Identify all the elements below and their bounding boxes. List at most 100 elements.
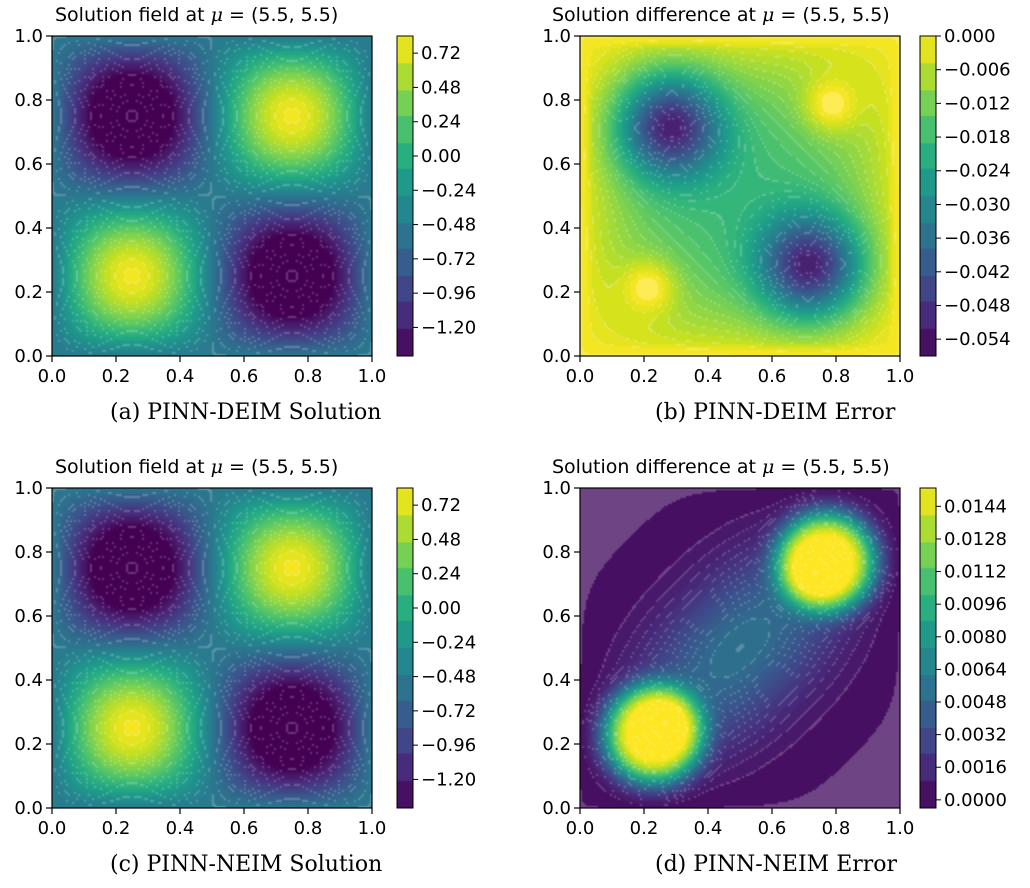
colorbar-tick-label: −0.24	[421, 180, 476, 201]
colorbar-tick-label: −0.48	[421, 667, 476, 688]
x-tick-label: 0.4	[694, 818, 723, 839]
x-tick-label: 0.0	[566, 818, 595, 839]
y-tick-label: 0.4	[14, 670, 43, 691]
y-tick-label: 0.2	[14, 282, 43, 303]
colorbar-tick-label: −0.96	[421, 283, 476, 304]
colorbar-tick-label: 0.48	[421, 77, 461, 98]
x-tick-label: 0.4	[166, 366, 195, 387]
colorbar-tick-label: 0.72	[421, 43, 461, 64]
x-tick-label: 0.0	[38, 366, 67, 387]
colorbar	[920, 488, 936, 808]
colorbar-tick-label: 0.0032	[944, 725, 1007, 746]
x-tick-label: 0.0	[38, 818, 67, 839]
y-tick-label: 0.2	[542, 282, 571, 303]
colorbar-tick-label: −0.018	[944, 127, 1011, 148]
colorbar-tick-label: −1.20	[421, 317, 476, 338]
y-tick-label: 0.2	[542, 734, 571, 755]
x-tick-label: 0.8	[822, 366, 851, 387]
colorbar-tick-label: −0.036	[944, 228, 1011, 249]
colorbar-tick-label: −0.012	[944, 93, 1011, 114]
x-tick-label: 1.0	[358, 366, 387, 387]
x-tick-label: 0.8	[294, 818, 323, 839]
y-tick-label: 0.6	[542, 606, 571, 627]
title-mu: μ	[210, 456, 223, 478]
colorbar-tick-label: 0.00	[421, 146, 461, 167]
x-tick-label: 0.2	[102, 818, 131, 839]
x-tick-label: 1.0	[886, 818, 915, 839]
y-tick-label: 1.0	[542, 26, 571, 47]
x-tick-label: 0.8	[822, 818, 851, 839]
colorbar-tick-label: 0.72	[421, 495, 461, 516]
y-tick-label: 0.6	[14, 606, 43, 627]
colorbar-tick-label: −0.24	[421, 632, 476, 653]
x-tick-label: 0.4	[166, 818, 195, 839]
x-tick-label: 0.6	[758, 366, 787, 387]
title-prefix: Solution difference at	[552, 4, 762, 26]
colorbar	[920, 36, 936, 356]
colorbar-tick-label: 0.0144	[944, 496, 1007, 517]
colorbar-tick-label: −0.96	[421, 735, 476, 756]
colorbar-tick-label: 0.24	[421, 564, 461, 585]
heatmap-solution	[52, 488, 372, 808]
x-tick-label: 0.2	[630, 366, 659, 387]
y-tick-label: 0.8	[542, 90, 571, 111]
colorbar-tick-label: 0.0128	[944, 529, 1007, 550]
panel-title: Solution field at μ = (5.5, 5.5)	[55, 456, 338, 478]
colorbar-tick-label: −0.030	[944, 194, 1011, 215]
title-mu: μ	[762, 456, 775, 478]
panel-title: Solution difference at μ = (5.5, 5.5)	[552, 4, 890, 26]
title-mu: μ	[762, 4, 775, 26]
colorbar-tick-label: −0.048	[944, 295, 1011, 316]
x-tick-label: 0.8	[294, 366, 323, 387]
colorbar-tick-label: 0.48	[421, 529, 461, 550]
colorbar-tick-label: 0.000	[944, 26, 996, 47]
y-tick-label: 0.6	[542, 154, 571, 175]
colorbar-tick-label: −0.042	[944, 262, 1011, 283]
colorbar-tick-label: 0.0048	[944, 692, 1007, 713]
colorbar-tick-label: 0.00	[421, 598, 461, 619]
colorbar-tick-label: 0.24	[421, 112, 461, 133]
colorbar-tick-label: 0.0080	[944, 627, 1007, 648]
colorbar-tick-label: 0.0112	[944, 562, 1007, 583]
title-prefix: Solution field at	[55, 456, 211, 478]
y-tick-label: 0.0	[542, 798, 571, 819]
panel-title: Solution field at μ = (5.5, 5.5)	[55, 4, 338, 26]
y-tick-label: 1.0	[542, 478, 571, 499]
x-tick-label: 0.2	[630, 818, 659, 839]
panel-caption: (c) PINN-NEIM Solution	[110, 852, 383, 877]
title-prefix: Solution difference at	[552, 456, 762, 478]
x-tick-label: 0.2	[102, 366, 131, 387]
colorbar-tick-label: 0.0064	[944, 659, 1007, 680]
colorbar	[397, 488, 413, 808]
y-tick-label: 0.0	[542, 346, 571, 367]
y-tick-label: 0.8	[542, 542, 571, 563]
y-tick-label: 0.0	[14, 346, 43, 367]
y-tick-label: 0.2	[14, 734, 43, 755]
x-tick-label: 1.0	[358, 818, 387, 839]
y-tick-label: 1.0	[14, 26, 43, 47]
colorbar-tick-label: −0.054	[944, 329, 1011, 350]
colorbar-tick-label: −1.20	[421, 769, 476, 790]
panel-caption: (a) PINN-DEIM Solution	[110, 400, 382, 425]
title-suffix: = (5.5, 5.5)	[774, 4, 890, 26]
y-tick-label: 0.4	[542, 218, 571, 239]
colorbar-tick-label: −0.024	[944, 161, 1011, 182]
colorbar-tick-label: −0.72	[421, 249, 476, 270]
heatmap-deim-error	[580, 36, 900, 356]
y-tick-label: 0.8	[14, 542, 43, 563]
title-mu: μ	[210, 4, 223, 26]
title-prefix: Solution field at	[55, 4, 211, 26]
title-suffix: = (5.5, 5.5)	[222, 4, 339, 26]
panel-caption: (d) PINN-NEIM Error	[655, 852, 898, 877]
x-tick-label: 0.6	[230, 818, 259, 839]
colorbar	[397, 36, 413, 356]
colorbar-tick-label: −0.006	[944, 60, 1011, 81]
y-tick-label: 0.4	[14, 218, 43, 239]
panel-title: Solution difference at μ = (5.5, 5.5)	[552, 456, 890, 478]
x-tick-label: 0.6	[758, 818, 787, 839]
title-suffix: = (5.5, 5.5)	[222, 456, 339, 478]
heatmap-solution	[52, 36, 372, 356]
y-tick-label: 0.8	[14, 90, 43, 111]
panel-caption: (b) PINN-DEIM Error	[655, 400, 896, 425]
title-suffix: = (5.5, 5.5)	[774, 456, 890, 478]
